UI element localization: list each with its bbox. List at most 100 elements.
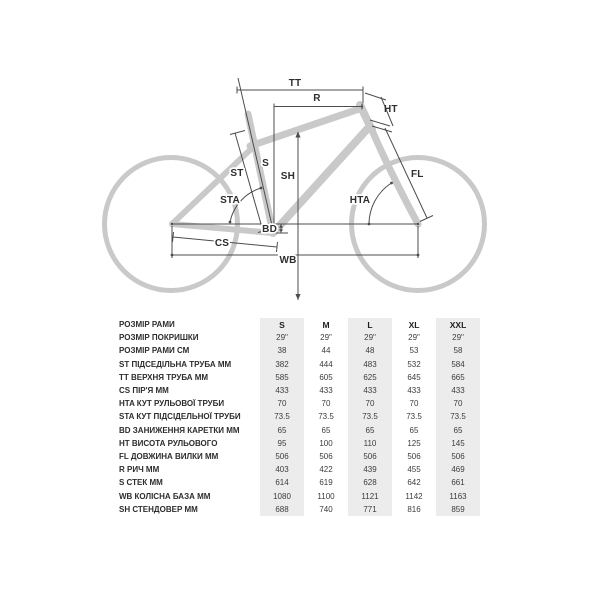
table-row: ТТ ВЕРХНЯ ТРУБА ММ 585 605 625 645 665: [119, 370, 480, 384]
row-value-xxl: 65: [436, 423, 480, 437]
rear-axle-dot: [170, 222, 174, 226]
row-value-xl: 125: [407, 438, 421, 448]
st-end-ticks: [229, 130, 274, 233]
row-value-l: 628: [348, 476, 392, 490]
row-label: HT ВИСОТА РУЛЬОВОГО: [119, 438, 218, 448]
row-value-xl: 433: [407, 386, 421, 396]
row-value-s: 403: [260, 463, 304, 477]
row-value-m: 73.5: [318, 412, 334, 422]
row-value-xxl: 469: [436, 463, 480, 477]
row-value-l: 48: [348, 344, 392, 358]
row-label: WB КОЛІСНА БАЗА ММ: [119, 491, 211, 501]
table-row: S СТЕК ММ 614 619 628 642 661: [119, 476, 480, 490]
down-tube: [269, 122, 374, 237]
row-value-xl: 53: [409, 346, 419, 356]
row-value-l: 73.5: [348, 410, 392, 424]
row-value-l: 439: [348, 463, 392, 477]
row-value-s: 29": [260, 331, 304, 345]
row-value-xl: 816: [407, 504, 421, 514]
top-tube: [246, 104, 366, 150]
table-header-row: РОЗМІР РАМИ S M L XL XXL: [119, 318, 480, 332]
row-value-xl: 70: [409, 399, 419, 409]
bd-down-arrow: [278, 229, 284, 233]
geometry-table: РОЗМІР РАМИ S M L XL XXL РОЗМІР ПОКРИШКИ…: [119, 318, 480, 516]
row-value-l: 29": [348, 331, 392, 345]
row-value-m: 605: [319, 372, 333, 382]
row-value-s: 70: [260, 397, 304, 411]
row-value-xxl: 1163: [436, 489, 480, 503]
row-value-s: 1080: [260, 489, 304, 503]
row-value-s: 95: [260, 436, 304, 450]
tt-label: TT: [289, 78, 302, 89]
hta-angle-arc: [368, 182, 392, 225]
fl-end-tick: [419, 215, 434, 222]
row-value-l: 506: [348, 449, 392, 464]
row-value-s: 382: [260, 357, 304, 371]
sh-top-arrow: [295, 131, 301, 138]
row-value-s: 38: [260, 344, 304, 358]
row-value-m: 433: [319, 386, 333, 396]
sta-angle-arc: [229, 187, 262, 223]
row-value-xxl: 584: [436, 357, 480, 371]
fork-blade: [367, 124, 422, 228]
row-value-xxl: 145: [436, 436, 480, 450]
row-value-xl: 455: [407, 465, 421, 475]
row-value-m: 100: [319, 438, 333, 448]
size-col-xl: XL: [408, 319, 420, 330]
row-value-m: 506: [319, 451, 333, 461]
row-value-m: 444: [319, 359, 333, 369]
row-value-xl: 65: [409, 425, 419, 435]
row-label: РОЗМІР РАМИ СМ: [119, 346, 190, 356]
row-value-m: 422: [319, 465, 333, 475]
hta-label: HTA: [350, 195, 370, 206]
sh-label: SH: [281, 171, 295, 182]
table-row: FL ДОВЖИНА ВИЛКИ ММ 506 506 506 506 506: [119, 449, 480, 464]
row-value-xl: 29": [408, 333, 420, 343]
ht-top-tick: [364, 92, 387, 101]
ht-label: HT: [384, 104, 398, 115]
row-value-xl: 1142: [405, 491, 423, 501]
row-value-l: 771: [348, 502, 392, 516]
table-row: R РИЧ ММ 403 422 439 455 469: [119, 463, 480, 477]
row-value-xl: 642: [407, 478, 421, 488]
size-col-s: S: [260, 318, 304, 332]
row-value-s: 433: [260, 383, 304, 398]
row-value-xxl: 661: [436, 476, 480, 490]
row-label: CS ПІР'Я ММ: [119, 386, 169, 396]
table-row: STA КУТ ПІДСІДЕЛЬНОЇ ТРУБИ 73.5 73.5 73.…: [119, 410, 480, 424]
row-value-s: 614: [260, 476, 304, 490]
row-label: SH СТЕНДОВЕР ММ: [119, 504, 198, 514]
row-value-s: 506: [260, 449, 304, 464]
dimension-labels: TT R HT S SH ST STA HTA FL BD CS WB: [213, 78, 424, 268]
dimension-lines: [171, 77, 434, 300]
table-row: ST ПІДСЕДІЛЬНА ТРУБА ММ 382 444 483 532 …: [119, 357, 480, 371]
row-value-m: 29": [320, 333, 332, 343]
row-value-m: 1100: [317, 491, 335, 501]
table-row: HT ВИСОТА РУЛЬОВОГО 95 100 110 125 145: [119, 436, 480, 450]
chainstay-tube: [169, 221, 276, 236]
row-value-xl: 506: [407, 451, 421, 461]
row-label: BD ЗАНИЖЕННЯ КАРЕТКИ ММ: [119, 425, 240, 435]
crown-hatch-marks: [369, 119, 393, 133]
table-row: WB КОЛІСНА БАЗА ММ 1080 1100 1121 1142 1…: [119, 489, 480, 503]
sta-arc-dot2: [259, 186, 263, 190]
row-value-xxl: 73.5: [436, 410, 480, 424]
s-label: S: [262, 158, 269, 169]
wb-label: WB: [279, 255, 296, 266]
row-value-l: 1121: [348, 489, 392, 503]
bd-label: BD: [262, 224, 277, 235]
table-row: РОЗМІР РАМИ СМ 38 44 48 53 58: [119, 344, 480, 358]
row-value-l: 483: [348, 357, 392, 371]
wb-extension-lines: [171, 226, 419, 258]
table-row: BD ЗАНИЖЕННЯ КАРЕТКИ ММ 65 65 65 65 65: [119, 423, 480, 437]
table-row: РОЗМІР ПОКРИШКИ 29" 29" 29" 29" 29": [119, 331, 480, 345]
hta-arc-dot: [367, 222, 371, 226]
ht-dimension-line: [380, 96, 394, 127]
row-value-xl: 645: [407, 372, 421, 382]
cs-label: CS: [215, 238, 229, 249]
cs-dimension-line: [172, 236, 278, 248]
fl-dimension-line: [384, 127, 428, 219]
r-label: R: [313, 93, 321, 104]
fl-label: FL: [411, 169, 424, 180]
wb-left-dot: [170, 253, 174, 257]
